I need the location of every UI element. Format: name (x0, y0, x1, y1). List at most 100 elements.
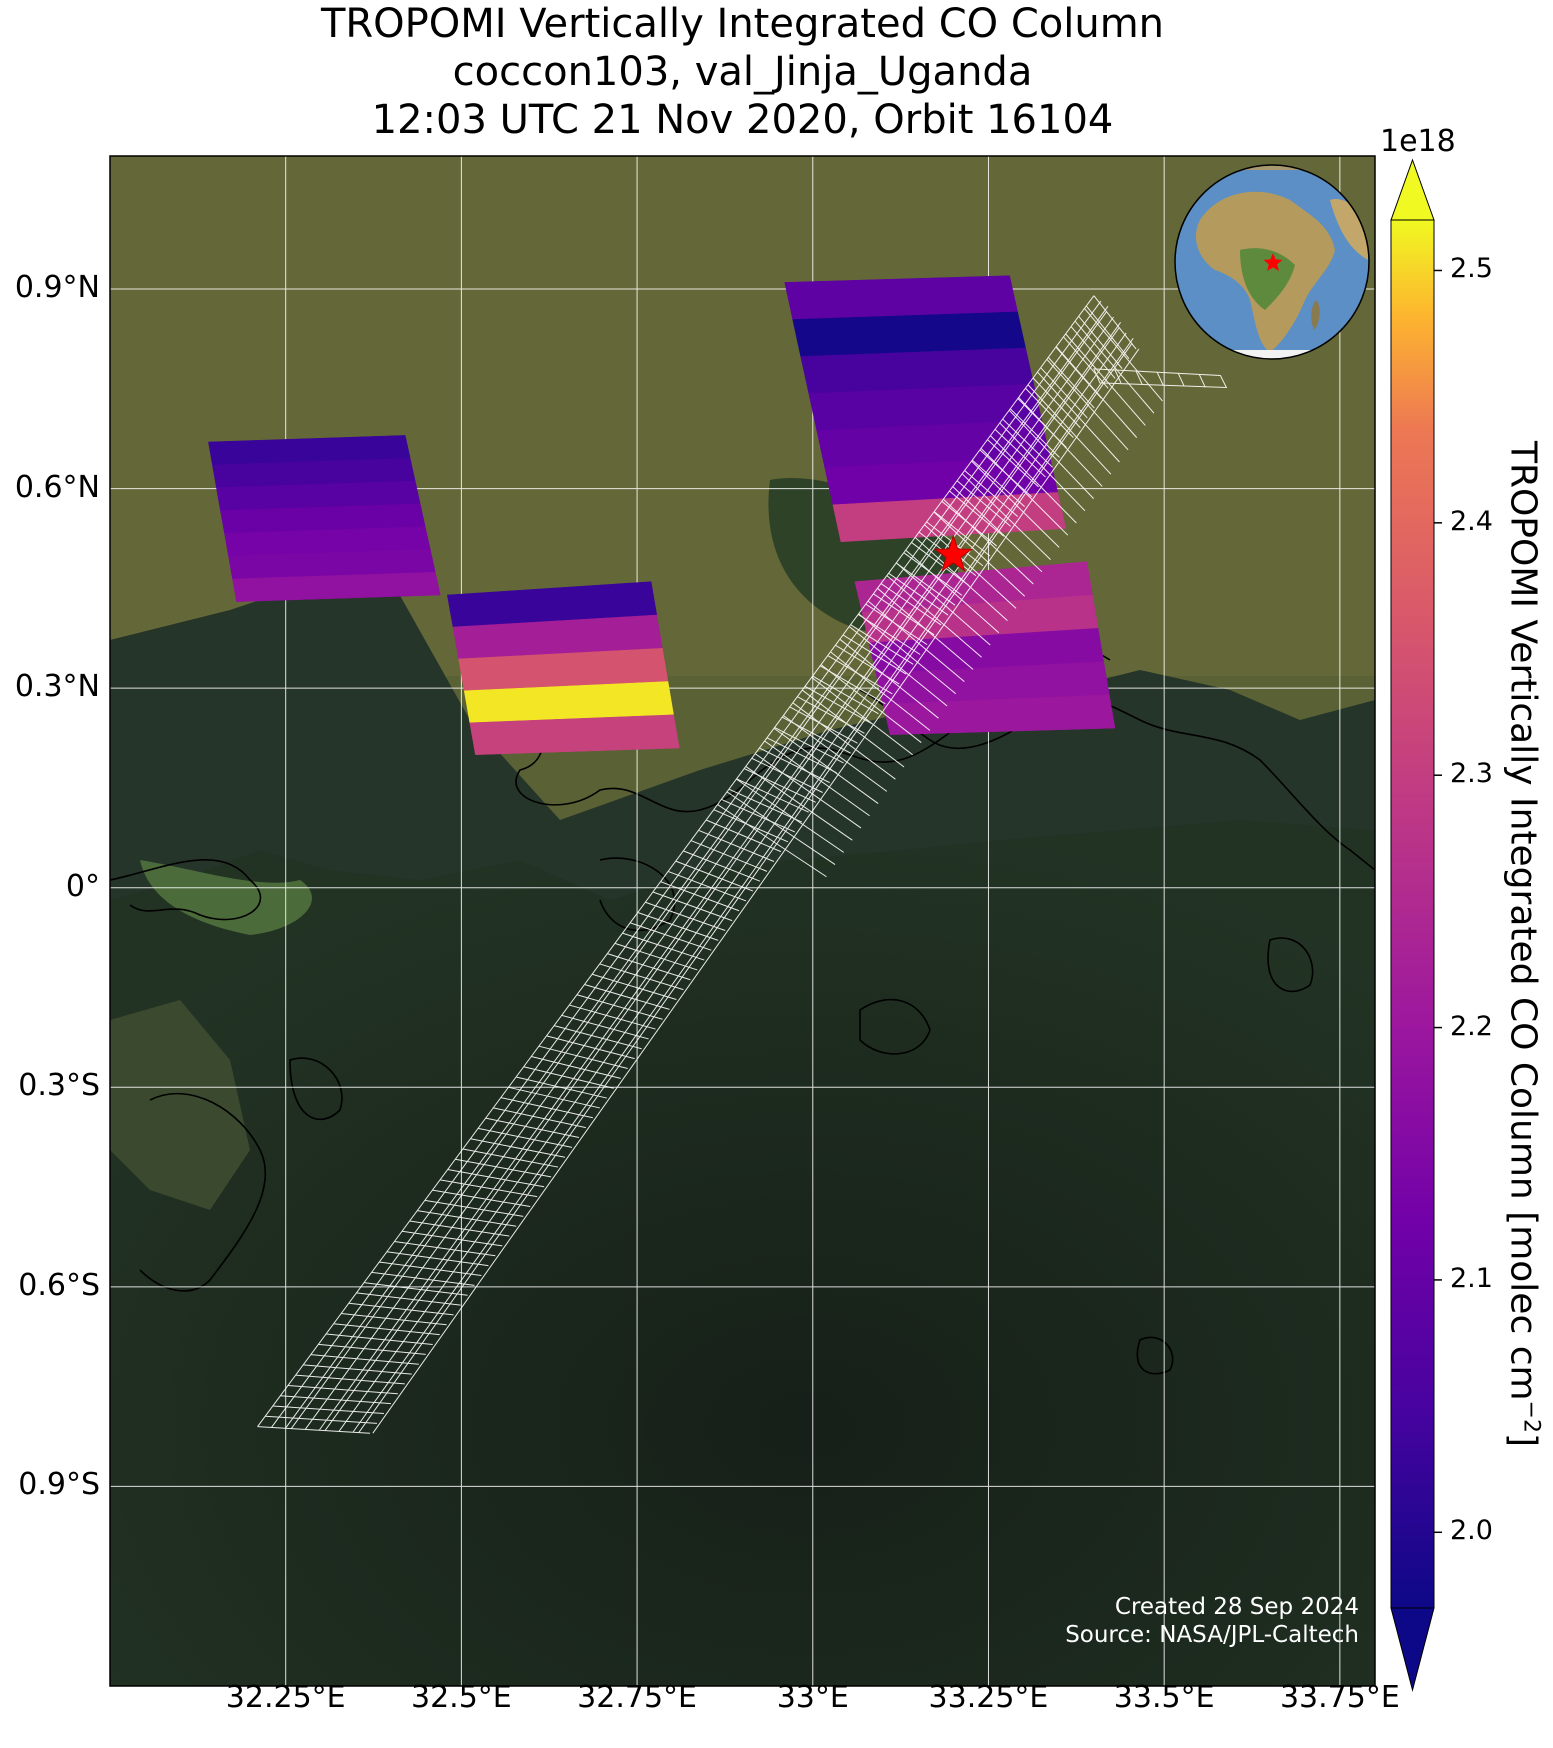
lon-tick-label: 32.25°E (225, 1680, 346, 1715)
footprint-line-diag (745, 766, 853, 841)
footprint-line-diag (961, 473, 1051, 560)
footprint-line-diag (943, 498, 1034, 585)
colorbar-tick-label: 2.0 (1450, 1515, 1493, 1547)
footprint-extra-line (1156, 371, 1164, 386)
footprint-line-along (271, 300, 1102, 1428)
co-pixel-band (469, 714, 680, 755)
footprint-line-across (842, 634, 907, 675)
footprint-line-across (690, 840, 768, 872)
footprint-line-across (462, 1148, 559, 1168)
footprint-line-along (338, 332, 1127, 1432)
colorbar-tick-label: 2.1 (1450, 1262, 1493, 1294)
footprint-line-diag (764, 740, 870, 817)
shore-algae (140, 860, 312, 935)
footprint-line-across (348, 1302, 454, 1316)
footprint-line-across (789, 706, 858, 744)
footprint-line-across (287, 1384, 398, 1395)
footprint-line-across (531, 1055, 621, 1079)
colorbar-tick-marks (1434, 269, 1442, 1534)
footprint-line-across (614, 942, 698, 971)
footprint-extra-line (1177, 373, 1185, 387)
footprint-line-diag (924, 524, 1017, 609)
footprint-line-across (561, 1014, 649, 1040)
lon-tick-label: 32.5°E (410, 1680, 512, 1715)
footprint-line-across (356, 1292, 461, 1306)
footprint-line-across (705, 819, 782, 853)
footprint-line-across (1002, 418, 1053, 468)
footprint-line-across (584, 984, 670, 1010)
footprint-line-diag (858, 613, 957, 695)
footprint-line-across (721, 798, 796, 833)
footprint-line-across (759, 747, 830, 784)
footprint-line-diag (1027, 384, 1112, 475)
footprint-line-across (971, 459, 1025, 508)
colorbar-gradient (1391, 220, 1434, 1608)
footprint-line-diag (792, 702, 896, 780)
footprint-line-across (645, 901, 726, 931)
footprint-line-across (743, 768, 816, 803)
lat-tick-label: 0° (65, 868, 100, 904)
footprint-line-across (546, 1035, 635, 1060)
footprint-line-along (304, 316, 1114, 1430)
footprint-line-across (363, 1282, 468, 1296)
footprint-line-diag (1018, 397, 1103, 487)
footprint-line-across (500, 1097, 593, 1119)
footprint-line-diag (886, 575, 982, 658)
lon-tick-label: 33.75°E (1279, 1680, 1400, 1715)
footprint-line-across (485, 1117, 580, 1138)
lat-tick-label: 0.9°N (14, 270, 100, 306)
lon-tick-label: 33°E (776, 1680, 849, 1715)
footprint-line-across (515, 1076, 607, 1099)
co-pixel-band (882, 694, 1116, 735)
footprint-line-across (850, 624, 914, 665)
footprint-line-across (1047, 357, 1095, 409)
footprint-extra-line (1114, 369, 1122, 384)
footprint-line-across (401, 1230, 503, 1247)
footprint-line-diag (717, 804, 827, 878)
footprint-line-across (857, 613, 921, 655)
island (110, 1000, 250, 1210)
footprint-line-across (599, 963, 684, 991)
footprint-line-across (987, 439, 1039, 488)
footprint-line-diag (971, 460, 1060, 548)
colorbar-tick-label: 2.5 (1450, 253, 1493, 285)
footprint-line-diag (1065, 333, 1146, 426)
footprint-line-diag (1074, 320, 1155, 414)
title-line-3: 12:03 UTC 21 Nov 2020, Orbit 16104 (371, 97, 1114, 143)
footprint-line-across (667, 870, 747, 902)
footprint-line-diag (990, 435, 1077, 524)
footprint-line-across (470, 1138, 566, 1158)
footprint-line-across (325, 1333, 433, 1345)
footprint-line-across (280, 1395, 391, 1405)
site-star-icon (933, 534, 973, 572)
co-pixel-band (232, 571, 441, 602)
footprint-line-diag (877, 587, 974, 670)
footprint-line-across (774, 727, 844, 764)
footprint-line-across (698, 829, 775, 862)
footprint-line-diag (773, 727, 879, 804)
footprint-line-diag (999, 422, 1086, 512)
footprint-line-across (303, 1364, 412, 1375)
lon-tick-label: 33.25°E (928, 1680, 1049, 1715)
footprint-line-diag (867, 600, 965, 682)
footprint-line-across (797, 696, 865, 734)
footprint-line-across (880, 583, 942, 626)
footprint-line-across (295, 1374, 405, 1385)
footprint-line-across (455, 1158, 552, 1178)
footprint-grid (257, 295, 1228, 1434)
lat-tick-label: 0.3°S (18, 1068, 100, 1104)
footprint-line-across (477, 1127, 573, 1148)
footprint-line-diag (933, 511, 1026, 597)
footprint-line-diag (754, 753, 862, 829)
footprint-line-across (272, 1405, 384, 1415)
colorbar-label: TROPOMI Vertically Integrated CO Column … (1502, 440, 1544, 1448)
footprint-line-diag (801, 689, 905, 768)
footprint-line-across (1009, 408, 1060, 458)
footprint-line-across (1055, 346, 1102, 399)
footprint-line-across (1093, 295, 1137, 350)
footprint-line-across (911, 542, 970, 586)
footprint-line-across (949, 490, 1005, 537)
footprint-line-diag (811, 676, 913, 756)
footprint-line-diag (783, 715, 888, 792)
